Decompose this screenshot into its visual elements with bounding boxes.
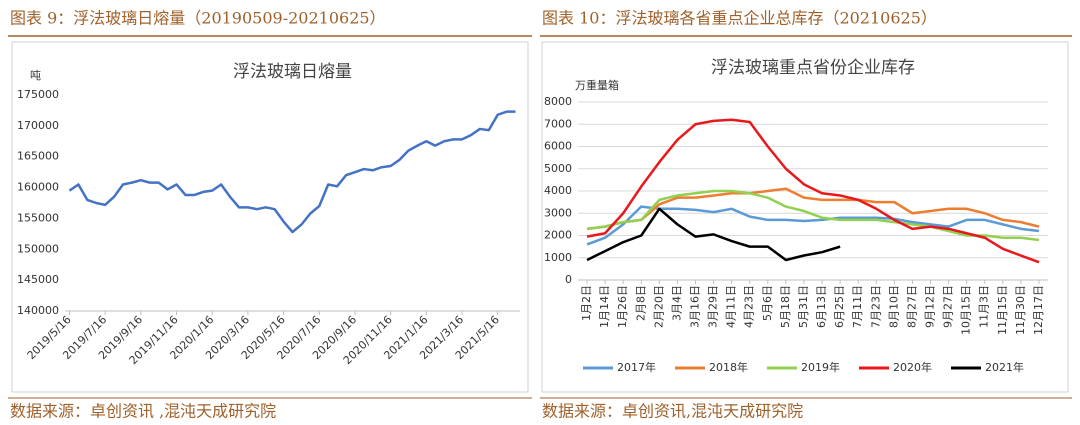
x-tick-label: 4月11日 bbox=[725, 285, 738, 328]
x-tick-label: 2月20日 bbox=[652, 285, 665, 328]
line bbox=[586, 187, 1040, 231]
x-tick-label: 5月31日 bbox=[797, 285, 810, 328]
x-tick-label: 8月27日 bbox=[905, 285, 918, 328]
x-tick-label: 5月6日 bbox=[761, 285, 774, 321]
y-tick-label: 160000 bbox=[17, 181, 59, 194]
x-tick-label: 2月8日 bbox=[634, 285, 647, 321]
line bbox=[586, 207, 841, 262]
line bbox=[586, 118, 1040, 264]
y-axis-label: 吨 bbox=[30, 69, 41, 82]
x-tick-label: 9月27日 bbox=[942, 285, 955, 328]
x-tick-label: 1月14日 bbox=[598, 285, 611, 328]
y-tick-label: 4000 bbox=[544, 184, 572, 197]
chart-title: 浮法玻璃重点省份企业库存 bbox=[711, 58, 915, 78]
legend-label: 2021年 bbox=[985, 360, 1024, 374]
x-tick-label: 5月18日 bbox=[779, 285, 792, 328]
chart-frame bbox=[541, 41, 1069, 393]
x-tick-label: 1月2日 bbox=[580, 285, 593, 321]
y-tick-label: 5000 bbox=[544, 162, 572, 175]
line bbox=[68, 110, 516, 234]
legend-label: 2019年 bbox=[801, 360, 840, 374]
x-tick-label: 11月3日 bbox=[978, 285, 991, 328]
line bbox=[586, 205, 1040, 246]
x-tick-label: 11月15日 bbox=[996, 285, 1009, 335]
x-tick-label: 7月23日 bbox=[869, 285, 882, 328]
x-tick-label: 12月17日 bbox=[1032, 285, 1045, 335]
y-tick-label: 0 bbox=[565, 273, 572, 286]
y-tick-label: 3000 bbox=[544, 206, 572, 219]
y-tick-label: 175000 bbox=[17, 88, 59, 101]
legend-label: 2020年 bbox=[893, 360, 932, 374]
x-tick-label: 11月30日 bbox=[1014, 285, 1027, 335]
chart-title: 浮法玻璃日熔量 bbox=[233, 62, 352, 82]
y-tick-label: 2000 bbox=[544, 229, 572, 242]
y-tick-label: 150000 bbox=[17, 242, 59, 255]
y-tick-label: 140000 bbox=[17, 304, 59, 317]
x-tick-label: 4月23日 bbox=[743, 285, 756, 328]
source: 数据来源：卓创资讯 ,混沌天成研究院 bbox=[10, 402, 276, 421]
y-tick-label: 170000 bbox=[17, 119, 59, 132]
y-tick-label: 8000 bbox=[544, 95, 572, 108]
caption: 图表 10：浮法玻璃各省重点企业总库存（20210625） bbox=[542, 9, 937, 28]
x-tick-label: 3月29日 bbox=[707, 285, 720, 328]
y-tick-label: 1000 bbox=[544, 251, 572, 264]
x-tick-label: 3月4日 bbox=[670, 285, 683, 321]
x-tick-label: 3月16日 bbox=[689, 285, 702, 328]
x-tick-label: 10月15日 bbox=[960, 285, 973, 335]
y-tick-label: 165000 bbox=[17, 150, 59, 163]
x-tick-label: 1月26日 bbox=[616, 285, 629, 328]
x-tick-label: 8月10日 bbox=[887, 285, 900, 328]
line bbox=[586, 189, 1040, 242]
chart-frame bbox=[11, 41, 529, 393]
x-tick-label: 9月12日 bbox=[924, 285, 937, 328]
y-tick-label: 145000 bbox=[17, 273, 59, 286]
x-tick-label: 6月25日 bbox=[833, 285, 846, 328]
y-tick-label: 155000 bbox=[17, 211, 59, 224]
source: 数据来源：卓创资讯,混沌天成研究院 bbox=[542, 402, 803, 421]
y-axis-label: 万重量箱 bbox=[575, 78, 619, 92]
caption: 图表 9：浮法玻璃日熔量（20190509-20210625） bbox=[10, 9, 386, 28]
legend-label: 2017年 bbox=[617, 360, 656, 374]
x-tick-label: 7月11日 bbox=[851, 285, 864, 328]
x-tick-label: 6月13日 bbox=[815, 285, 828, 328]
legend-label: 2018年 bbox=[709, 360, 748, 374]
y-tick-label: 6000 bbox=[544, 140, 572, 153]
y-tick-label: 7000 bbox=[544, 117, 572, 130]
